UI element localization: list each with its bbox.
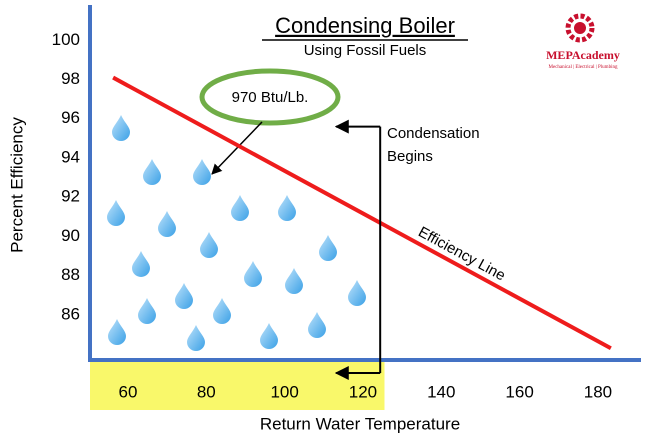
y-tick-label: 86	[61, 304, 80, 323]
droplet	[244, 261, 262, 287]
droplet	[285, 268, 303, 294]
droplet	[138, 298, 156, 324]
chart-subtitle: Using Fossil Fuels	[304, 42, 427, 59]
logo-gear	[574, 22, 586, 34]
condensation-label: Begins	[387, 148, 433, 165]
droplet	[348, 280, 366, 306]
y-tick-label: 92	[61, 187, 80, 206]
y-tick-label: 94	[61, 147, 80, 166]
callout-label: 970 Btu/Lb.	[232, 89, 309, 106]
x-tick-label: 140	[427, 382, 455, 401]
droplet	[143, 159, 161, 185]
droplet	[319, 235, 337, 261]
y-tick-label: 100	[52, 30, 80, 49]
condensation-label: Condensation	[387, 125, 480, 142]
droplet	[175, 283, 193, 309]
series-label: Efficiency Line	[415, 223, 508, 284]
droplet	[308, 312, 326, 338]
x-tick-label: 160	[505, 382, 533, 401]
droplet	[278, 195, 296, 221]
x-axis-label: Return Water Temperature	[260, 414, 460, 433]
y-tick-label: 88	[61, 265, 80, 284]
droplet	[158, 211, 176, 237]
x-tick-label: 60	[119, 382, 138, 401]
y-tick-label: 98	[61, 69, 80, 88]
droplet	[213, 298, 231, 324]
y-tick-label: 96	[61, 108, 80, 127]
logo-tagline: Mechanical | Electrical | Plumbing	[549, 65, 618, 70]
logo-name: MEPAcademy	[546, 48, 620, 62]
droplet	[108, 319, 126, 345]
callout-ellipse	[199, 68, 341, 126]
x-tick-label: 120	[349, 382, 377, 401]
droplet	[193, 159, 211, 185]
droplet	[260, 323, 278, 349]
callout-arrow	[211, 121, 263, 175]
droplet	[132, 251, 150, 277]
droplet	[187, 325, 205, 351]
y-axis-label: Percent Efficiency	[7, 117, 26, 253]
droplet	[200, 232, 218, 258]
x-tick-label: 80	[197, 382, 216, 401]
logo: MEPAcademy Mechanical | Electrical | Plu…	[546, 13, 620, 70]
logo-gear	[565, 13, 595, 43]
chart-title: Condensing Boiler	[275, 13, 455, 38]
droplet	[112, 115, 130, 141]
x-tick-label: 100	[270, 382, 298, 401]
droplet	[231, 195, 249, 221]
y-tick-label: 90	[61, 226, 80, 245]
x-tick-label: 180	[584, 382, 612, 401]
efficiency-line	[112, 75, 612, 350]
droplet	[107, 200, 125, 226]
